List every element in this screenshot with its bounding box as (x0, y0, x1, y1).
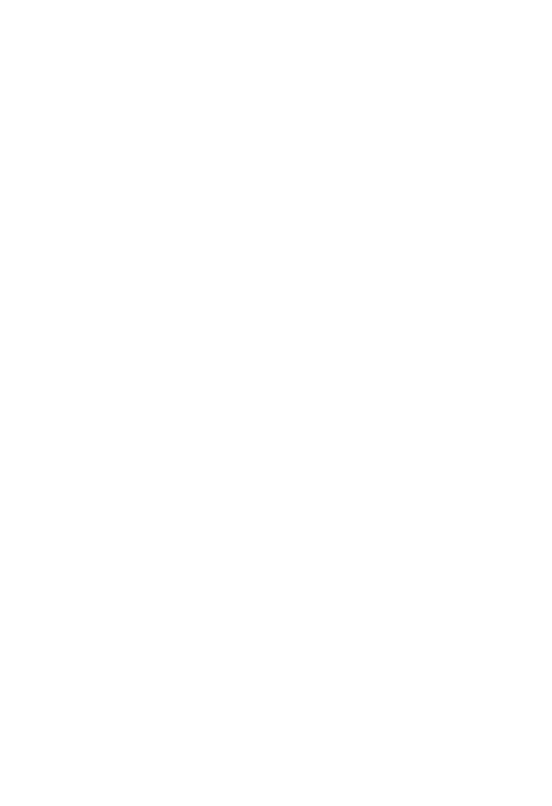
Text: b: b (285, 513, 296, 528)
Text: c: c (8, 248, 17, 263)
Text: d: d (285, 248, 296, 263)
Text: a: a (8, 7, 19, 22)
Text: b: b (285, 7, 296, 22)
Text: a: a (8, 513, 19, 528)
